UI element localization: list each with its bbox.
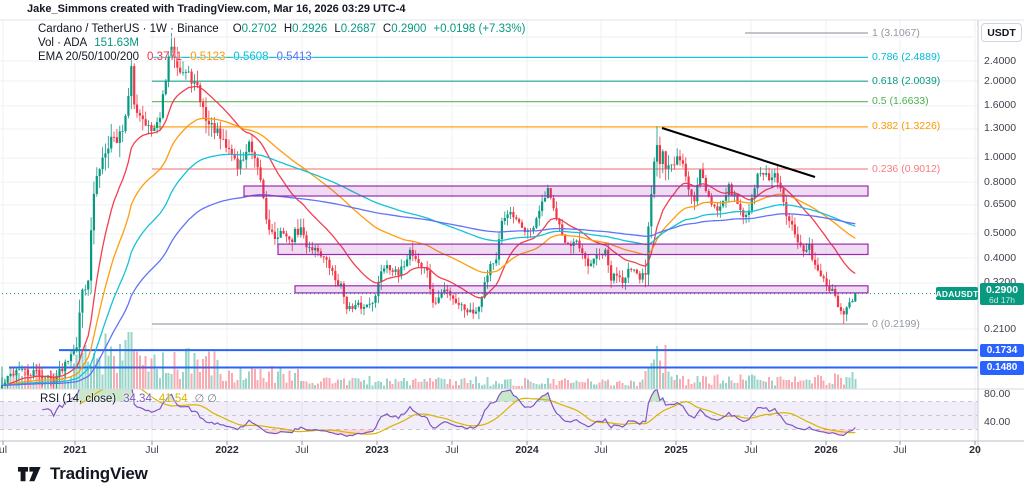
rsi-label: RSI (14, close)	[40, 392, 117, 405]
horizontal-line-badge-2: 0.1480	[980, 361, 1024, 375]
symbol-title: Cardano / TetherUS · 1W · Binance	[38, 23, 219, 35]
time-tick-label: Jul	[594, 444, 608, 456]
ema50-value: 0.5123	[190, 51, 226, 63]
fib-level-label: 1 (3.1067)	[872, 26, 920, 39]
footer: TradingView	[18, 464, 148, 484]
current-price-badge: 0.2900 6d 17h	[980, 283, 1024, 305]
time-tick-label: Jul	[295, 444, 309, 456]
time-tick-label: Jul	[744, 444, 758, 456]
ema-label: EMA 20/50/100/200	[38, 51, 140, 63]
price-tick-label: 1.6000	[984, 99, 1017, 112]
symbol-price-tag: ADAUSDT	[935, 287, 979, 300]
open-label: O	[232, 23, 242, 35]
fib-level-label: 0.618 (2.0039)	[872, 74, 941, 87]
price-tick-label: 2.4000	[984, 54, 1017, 67]
fib-level-label: 0 (0.2199)	[872, 317, 920, 330]
legend-symbol-row[interactable]: Cardano / TetherUS · 1W · Binance O0.270…	[38, 23, 526, 35]
volume-value: 151.63M	[94, 37, 139, 49]
attribution-text: Jake_Simmons created with TradingView.co…	[27, 3, 406, 15]
fib-level-label: 0.786 (2.4889)	[872, 50, 941, 63]
time-tick-label: 20	[969, 444, 981, 456]
volume-label: Vol · ADA	[38, 37, 88, 49]
price-tick-label: 0.6500	[984, 198, 1017, 211]
close-label: C	[382, 23, 392, 35]
change-value: +0.0198 (+7.33%)	[433, 23, 526, 35]
rsi-tick-label: 40.00	[984, 416, 1011, 428]
low-value: 0.2687	[340, 23, 376, 35]
price-tick-label: 1.0000	[984, 151, 1017, 164]
ohlc-values: O0.2702 H0.2926 L0.2687 C0.2900 +0.0198 …	[233, 23, 526, 35]
close-value: 0.2900	[391, 23, 427, 35]
ema200-value: 0.5413	[276, 51, 312, 63]
fib-level-label: 0.382 (1.3226)	[872, 120, 941, 133]
price-tick-label: 0.4000	[984, 251, 1017, 264]
high-label: H	[283, 23, 293, 35]
time-tick-label: 2024	[515, 444, 539, 456]
ema20-value: 0.3771	[147, 51, 183, 63]
time-tick-label: 2026	[814, 444, 838, 456]
currency-toggle-button[interactable]: USDT	[981, 23, 1022, 42]
current-price-value: 0.2900	[985, 284, 1019, 296]
legend-rsi-row[interactable]: RSI (14, close) 34.34 41.54 ∅ ∅	[40, 392, 217, 406]
tradingview-logo-icon[interactable]	[18, 466, 43, 482]
fib-level-label: 0.236 (0.9012)	[872, 162, 941, 175]
legend-volume-row[interactable]: Vol · ADA 151.63M	[38, 37, 139, 49]
open-value: 0.2702	[241, 23, 277, 35]
rsi-tick-label: 80.00	[984, 388, 1011, 400]
price-tick-label: 0.2100	[984, 322, 1017, 335]
price-tick-label: 0.5000	[984, 227, 1017, 240]
price-tick-label: 1.3000	[984, 122, 1017, 135]
time-tick-label: Jul	[145, 444, 159, 456]
time-tick-label: 2025	[664, 444, 688, 456]
brand-name[interactable]: TradingView	[50, 464, 148, 483]
rsi-empty-values: ∅ ∅	[194, 393, 217, 405]
bar-countdown: 6d 17h	[989, 295, 1015, 305]
time-tick-label: Jul	[445, 444, 459, 456]
price-tick-label: 2.0000	[984, 74, 1017, 87]
low-label: L	[334, 23, 341, 35]
fib-level-label: 0.5 (1.6633)	[872, 95, 929, 108]
legend-ema-row[interactable]: EMA 20/50/100/200 0.3771 0.5123 0.5608 0…	[38, 51, 312, 63]
time-tick-label: Jul	[893, 444, 907, 456]
time-tick-label: 2023	[365, 444, 389, 456]
time-tick-label: 2022	[215, 444, 239, 456]
time-tick-label: 2021	[63, 444, 87, 456]
rsi-ma-value: 41.54	[158, 392, 188, 405]
horizontal-line-badge-1: 0.1734	[980, 343, 1024, 357]
time-tick-label: ul	[0, 444, 8, 456]
price-tick-label: 0.8000	[984, 175, 1017, 188]
ema100-value: 0.5608	[233, 51, 269, 63]
rsi-value: 34.34	[123, 392, 152, 405]
high-value: 0.2926	[292, 23, 328, 35]
